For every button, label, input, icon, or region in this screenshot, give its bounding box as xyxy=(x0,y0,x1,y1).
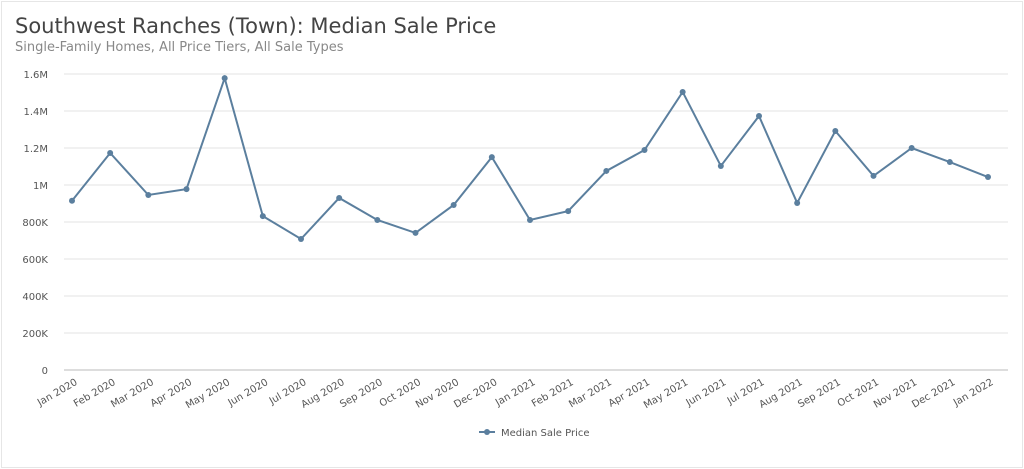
y-tick-label: 200K xyxy=(22,329,48,340)
data-point xyxy=(641,147,648,154)
data-point xyxy=(870,172,877,179)
data-point xyxy=(832,127,839,134)
data-point xyxy=(565,208,572,215)
legend-label: Median Sale Price xyxy=(501,428,590,439)
x-tick-label: Sep 2021 xyxy=(796,377,843,410)
x-tick-label: Mar 2020 xyxy=(109,377,156,410)
data-point xyxy=(183,186,190,193)
chart-title: Southwest Ranches (Town): Median Sale Pr… xyxy=(15,14,497,38)
data-point xyxy=(336,194,343,201)
data-point xyxy=(221,75,228,82)
series-line xyxy=(71,74,989,241)
chart-subtitle: Single-Family Homes, All Price Tiers, Al… xyxy=(15,40,344,55)
data-point xyxy=(794,199,801,206)
data-point xyxy=(946,159,953,166)
data-point xyxy=(450,201,457,208)
y-tick-label: 0 xyxy=(42,366,48,377)
y-tick-label: 1.6M xyxy=(23,70,48,81)
data-point xyxy=(908,145,915,151)
x-tick-label: Aug 2020 xyxy=(299,377,346,411)
data-point xyxy=(374,216,381,223)
y-tick-label: 1M xyxy=(33,181,48,192)
legend-marker xyxy=(484,429,490,435)
y-tick-label: 600K xyxy=(22,255,48,266)
data-point xyxy=(259,213,266,220)
data-point xyxy=(107,149,114,156)
data-point xyxy=(145,191,152,198)
x-tick-label: Jan 2021 xyxy=(493,377,538,409)
y-tick-label: 1.4M xyxy=(23,107,48,118)
y-tick-label: 1.2M xyxy=(23,144,48,155)
data-point xyxy=(679,88,686,95)
data-point xyxy=(756,112,762,119)
x-tick-label: Aug 2021 xyxy=(757,377,804,411)
x-tick-label: Jan 2020 xyxy=(35,377,80,409)
x-tick-label: Jun 2020 xyxy=(226,377,271,409)
x-tick-label: Jun 2021 xyxy=(684,377,729,409)
data-point xyxy=(717,162,724,169)
data-point xyxy=(69,197,75,204)
data-point xyxy=(603,167,610,174)
data-point xyxy=(298,236,304,243)
y-tick-label: 400K xyxy=(22,292,48,303)
data-point xyxy=(488,154,495,161)
y-tick-label: 800K xyxy=(22,218,48,229)
data-point xyxy=(527,216,533,223)
x-tick-label: Mar 2021 xyxy=(567,377,614,410)
data-point xyxy=(985,174,991,181)
x-tick-label: Dec 2021 xyxy=(910,377,957,411)
x-tick-label: Sep 2020 xyxy=(338,377,385,410)
data-point xyxy=(412,229,419,236)
x-tick-label: Jan 2022 xyxy=(951,377,996,409)
x-tick-label: Dec 2020 xyxy=(452,377,499,411)
